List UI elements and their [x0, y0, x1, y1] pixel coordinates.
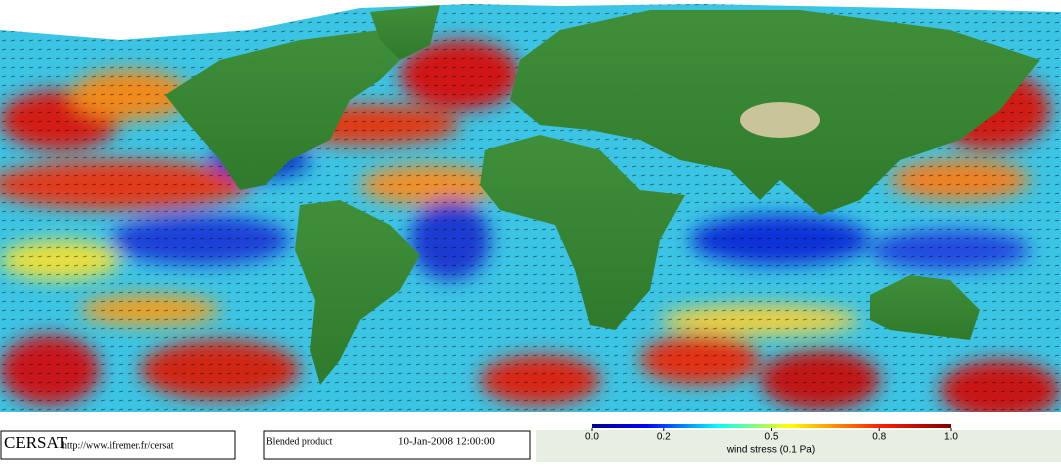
colorbar-tick-label: 0.2: [657, 432, 671, 443]
product-box: [263, 430, 531, 460]
colorbar: [592, 424, 951, 428]
colorbar-label: wind stress (0.1 Pa): [726, 445, 815, 456]
colorbar-tick-label: 0.5: [765, 432, 779, 443]
map: [0, 0, 1061, 430]
product: Blended product: [266, 436, 333, 447]
colorbar-tick-label: 0.0: [585, 432, 599, 443]
date: 10-Jan-2008 12:00:00: [398, 436, 495, 448]
colorbar-tick-label: 0.8: [872, 432, 886, 443]
colorbar-ticks: 0.0 0.2 0.5 0.8 1.0: [585, 428, 958, 443]
url: http://www.ifremer.fr/cersat: [62, 440, 174, 451]
logo: CERSAT: [4, 433, 68, 452]
logo-box: [0, 430, 236, 460]
colorbar-panel: [536, 430, 1061, 462]
plateau: [740, 102, 820, 138]
colorbar-tick-label: 1.0: [944, 432, 958, 443]
